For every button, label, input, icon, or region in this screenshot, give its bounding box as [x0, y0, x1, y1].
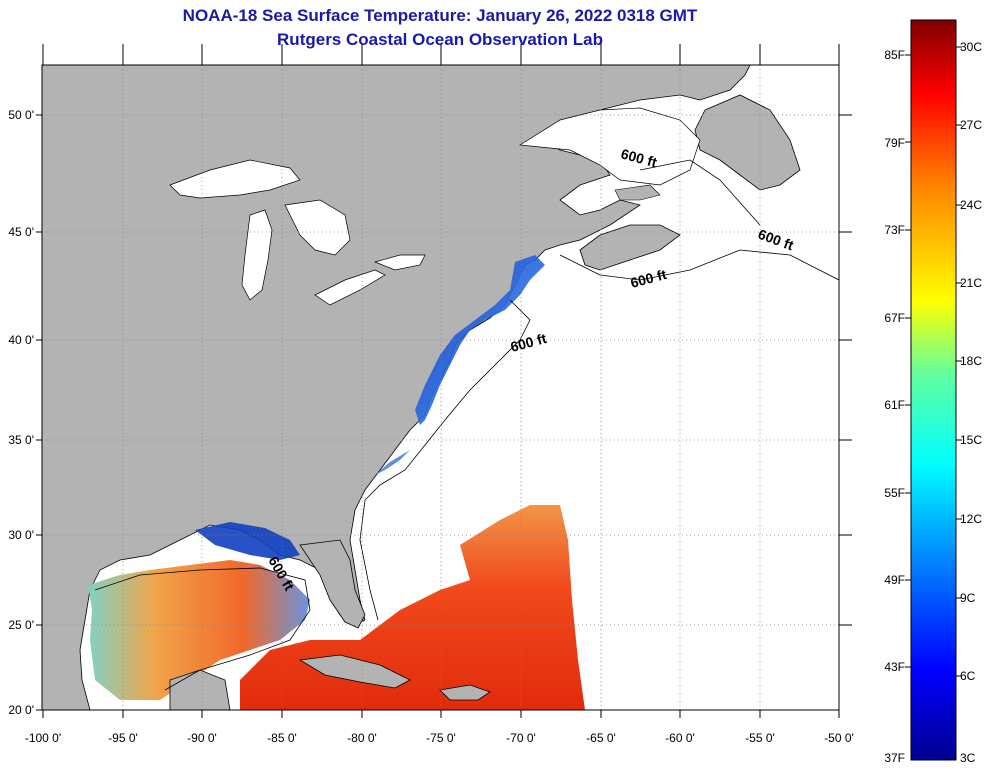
cuba-land: [298, 654, 411, 689]
lon-label: -80 0': [347, 731, 377, 745]
coastal-cold-sst: [415, 255, 545, 425]
lat-label: 50 0': [8, 108, 34, 122]
yucatan-land: [169, 669, 231, 710]
colorbar-c-label: 9C: [960, 591, 976, 605]
lon-label: -50 0': [824, 731, 854, 745]
lat-label: 35 0': [8, 433, 34, 447]
colorbar-f-label: 67F: [884, 311, 905, 325]
graticule: [42, 65, 839, 710]
colorbar-c-label: 3C: [960, 751, 976, 765]
colorbar-c-label: 6C: [960, 669, 976, 683]
colorbar-f-label: 85F: [884, 48, 905, 62]
lake-superior: [169, 159, 301, 199]
florida-land: [299, 539, 366, 629]
colorbar-c-label: 18C: [960, 354, 982, 368]
colorbar-c-label: 21C: [960, 276, 982, 290]
lon-label: -75 0': [426, 731, 456, 745]
lon-label: -70 0': [506, 731, 536, 745]
colorbar-f-label: 79F: [884, 136, 905, 150]
colorbar-c-label: 15C: [960, 433, 982, 447]
map-content: 600 ft 600 ft 600 ft 600 ft 600 ft: [42, 65, 839, 710]
lon-tick-marks: [42, 44, 840, 718]
lon-label: -60 0': [665, 731, 695, 745]
lat-label: 25 0': [8, 618, 34, 632]
lat-label: 30 0': [8, 528, 34, 542]
lon-label: -90 0': [187, 731, 217, 745]
lon-label: -95 0': [108, 731, 138, 745]
lon-label: -65 0': [586, 731, 616, 745]
lake-ontario: [373, 254, 426, 271]
st-lawrence-water: [518, 107, 701, 186]
carolina-cold-sst: [375, 450, 410, 475]
lon-label: -55 0': [745, 731, 775, 745]
map-title: NOAA-18 Sea Surface Temperature: January…: [182, 6, 698, 25]
lon-label: -100 0': [25, 731, 61, 745]
colorbar-f-label: 73F: [884, 223, 905, 237]
nova-scotia-land: [579, 224, 681, 271]
colorbar-c-label: 27C: [960, 118, 982, 132]
hispaniola-land: [439, 684, 491, 701]
lat-label: 45 0': [8, 225, 34, 239]
colorbar-c-label: 24C: [960, 198, 982, 212]
lake-huron: [284, 199, 351, 256]
gulf-island: [614, 184, 661, 201]
lake-michigan: [241, 209, 273, 301]
colorbar-f-label: 61F: [884, 398, 905, 412]
gulf-sst: [88, 560, 310, 700]
lon-label: -85 0': [267, 731, 297, 745]
lake-erie: [314, 269, 386, 306]
gulf-north-cold-sst: [195, 522, 300, 560]
newfoundland-land: [694, 94, 801, 191]
colorbar-f-label: 55F: [884, 486, 905, 500]
colorbar-f-label: 49F: [884, 573, 905, 587]
lat-label: 20 0': [8, 703, 34, 717]
color-bar: [910, 19, 957, 761]
colorbar-ticks: [905, 46, 962, 677]
colorbar-f-label: 43F: [884, 660, 905, 674]
lat-tick-marks: [36, 114, 852, 711]
colorbar-f-label: 37F: [884, 751, 905, 765]
colorbar-c-label: 12C: [960, 512, 982, 526]
colorbar-c-label: 30C: [960, 40, 982, 54]
isobath-lines: [94, 159, 839, 691]
lat-label: 40 0': [8, 333, 34, 347]
